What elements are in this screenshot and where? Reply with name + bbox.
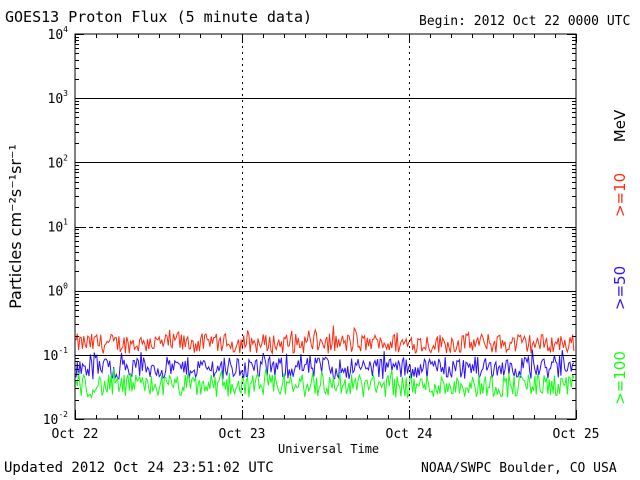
y-tick-label: 10-1 [43, 346, 68, 364]
y-tick-label: 104 [48, 25, 69, 43]
legend-label-2: >=100 [611, 351, 629, 405]
series-line-1 [75, 349, 575, 380]
chart-title: GOES13 Proton Flux (5 minute data) [5, 8, 313, 26]
series-line-2 [75, 368, 575, 400]
legend-label-1: >=50 [611, 266, 629, 310]
x-tick-label: Oct 23 [219, 427, 266, 442]
y-tick-label: 102 [48, 153, 69, 171]
series-line-0 [75, 325, 575, 356]
y-tick-label: 10-2 [43, 410, 68, 428]
credit-label: NOAA/SWPC Boulder, CO USA [421, 461, 617, 476]
y-tick-label: 103 [48, 89, 69, 107]
plot-frame [74, 33, 577, 420]
y-axis-label: Particles cm⁻²s⁻¹sr⁻¹ [6, 144, 25, 309]
y-tick-label: 100 [48, 282, 69, 300]
legend-label-0: >=10 [611, 173, 629, 217]
y-tick-label: 101 [48, 218, 69, 236]
label-group: Oct 22 Oct 23 Oct 24 Oct 25 104 103 102 101 100 1… [6, 25, 599, 442]
grid-group [75, 34, 576, 419]
x-tick-label: Oct 25 [553, 427, 600, 442]
tick-group [75, 34, 577, 420]
legend-group: >=10 >=50 >=100 MeV [611, 109, 629, 405]
updated-timestamp: Updated 2012 Oct 24 23:51:02 UTC [4, 460, 274, 476]
x-axis-label: Universal Time [278, 442, 380, 456]
legend-unit-label: MeV [611, 109, 629, 142]
series-group [75, 325, 575, 400]
x-tick-label: Oct 22 [52, 427, 99, 442]
x-tick-label: Oct 24 [386, 427, 433, 442]
begin-time-label: Begin: 2012 Oct 22 0000 UTC [419, 14, 631, 29]
